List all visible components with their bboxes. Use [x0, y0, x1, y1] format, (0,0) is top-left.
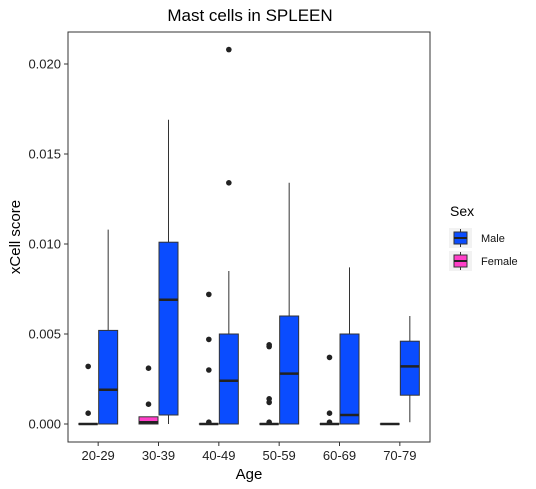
outlier-point: [145, 401, 152, 408]
box-male-40-49: [218, 46, 239, 425]
y-tick-label: 0.010: [28, 237, 61, 252]
x-axis: 20-29 30-39 40-49 50-59 60-69 70-79: [82, 442, 416, 463]
y-tick-label: 0.020: [28, 57, 61, 72]
box-body: [399, 340, 420, 396]
y-tick-label: 0.015: [28, 147, 61, 162]
box-female-30-39: [138, 365, 159, 425]
chart-title: Mast cells in SPLEEN: [167, 6, 332, 25]
outlier-point: [266, 399, 272, 406]
outlier-point: [226, 180, 232, 186]
box-body: [339, 333, 360, 425]
box-female-40-49: [198, 291, 219, 426]
box-male-70-79: [399, 316, 420, 423]
outlier-point: [206, 419, 212, 426]
plot-panel: [67, 31, 431, 443]
x-tick-label: 20-29: [82, 448, 115, 463]
outlier-point: [266, 419, 272, 426]
outlier-point: [206, 291, 212, 298]
y-tick-label: 0.000: [28, 417, 61, 432]
x-tick-label: 60-69: [323, 448, 356, 463]
outlier-point: [206, 336, 212, 343]
outlier-point: [206, 367, 212, 373]
outlier-point: [226, 46, 232, 53]
box-series: [78, 46, 420, 426]
box-female-50-59: [259, 342, 280, 426]
outlier-point: [266, 343, 272, 350]
box-body: [138, 416, 159, 425]
box-male-30-39: [158, 119, 179, 424]
box-body: [98, 329, 119, 425]
y-axis: 0.000 0.005 0.010 0.015 0.020: [28, 57, 68, 432]
box-body: [218, 333, 239, 425]
outlier-point: [326, 354, 333, 361]
box-body: [279, 315, 300, 425]
box-male-50-59: [279, 182, 300, 425]
outlier-point: [85, 363, 91, 370]
box-male-20-29: [98, 229, 119, 425]
box-body: [158, 241, 179, 416]
legend-key-female: [449, 251, 472, 271]
legend-label-male: Male: [481, 233, 505, 245]
legend-label-female: Female: [481, 256, 518, 268]
outlier-point: [326, 419, 333, 426]
y-axis-title: xCell score: [7, 200, 24, 274]
x-tick-label: 50-59: [263, 448, 296, 463]
x-tick-label: 40-49: [202, 448, 235, 463]
legend-key-male: [449, 228, 472, 248]
outlier-point: [85, 410, 91, 417]
legend-title: Sex: [450, 203, 474, 219]
x-axis-title: Age: [236, 466, 263, 483]
outlier-point: [326, 410, 333, 417]
legend: Sex Male Female: [449, 203, 518, 271]
box-female-60-69: [319, 354, 340, 426]
x-tick-label: 70-79: [383, 448, 416, 463]
x-tick-label: 30-39: [142, 448, 175, 463]
box-female-20-29: [78, 363, 99, 426]
y-tick-label: 0.005: [28, 327, 61, 342]
box-male-60-69: [339, 267, 360, 425]
outlier-point: [145, 365, 152, 372]
